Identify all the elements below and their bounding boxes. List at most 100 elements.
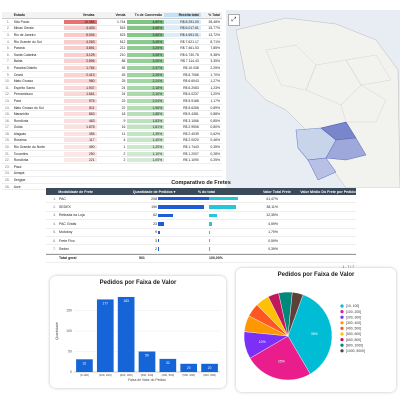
- table-row[interactable]: 2. Minas Gerais 4.403 515 4,68% R$ 6.017.61 15…: [2, 26, 222, 33]
- row-index: 3.: [6, 32, 10, 37]
- table-row[interactable]: 13. Pará 975 23 2,04% R$ 5.9188 1,17%: [2, 98, 222, 105]
- freight-qty-bar: [158, 196, 209, 201]
- table-row[interactable]: 4. PAC Grátis 23 4,59%: [46, 220, 356, 229]
- freight-qty-cell: 190: [139, 205, 209, 209]
- freight-mode: PAC: [59, 196, 66, 201]
- row-index: 5.: [6, 46, 10, 51]
- header-orders[interactable]: Vendas: [82, 13, 95, 17]
- table-row[interactable]: 18. Alagoas 355 11 1,39% R$ 2.4039 0,62%: [2, 131, 222, 138]
- sales-value: 210: [119, 52, 126, 57]
- table-row[interactable]: 2. SEDEX 190 38,11%: [46, 203, 356, 212]
- conversion-value: 1,10%: [127, 151, 165, 156]
- row-index: 19.: [4, 138, 10, 143]
- freight-qty-value: 62: [153, 213, 157, 218]
- header-conversion[interactable]: Tx de Conversão: [134, 13, 163, 17]
- row-index: 22.: [4, 158, 10, 163]
- freight-pager[interactable]: 1 - 7 / 7: [343, 265, 355, 269]
- state-name: Roraima: [13, 138, 27, 143]
- row-index: 13.: [4, 98, 10, 103]
- table-row[interactable]: 17. Goiás 1.878 16 1,81% R$ 2.9906 0,80%: [2, 125, 222, 132]
- sales-value: 16: [121, 125, 126, 130]
- freight-pct-value: 1,79%: [268, 230, 278, 235]
- legend-label: [500, 600]: [346, 332, 361, 336]
- freight-value: R$ 1.7443: [183, 145, 199, 150]
- freight-header-total[interactable]: Valor Total Frete: [262, 189, 291, 194]
- table-row[interactable]: 24. Amapá: [2, 171, 222, 178]
- orders-value: 1.878: [63, 125, 97, 130]
- sales-value: 1.744: [116, 19, 126, 24]
- row-index: 16.: [4, 118, 10, 123]
- header-freight[interactable]: Receita total: [164, 13, 201, 17]
- freight-header-pct[interactable]: % do total: [197, 189, 216, 194]
- table-row[interactable]: 9. Ceará 2.413 45 2,28% R$ 6.7068 1,70%: [2, 72, 222, 79]
- table-row[interactable]: 7. Bahia 2.896 88 3,05% R$ 7.114.43 3,35%: [2, 59, 222, 66]
- table-row[interactable]: 25. Sergipe: [2, 177, 222, 184]
- table-row[interactable]: 15. Maranhão 863 18 1,88% R$ 5.4381 0,88%: [2, 111, 222, 118]
- orders-value: 5.004: [63, 32, 97, 37]
- brazil-map[interactable]: [226, 10, 400, 188]
- table-row[interactable]: 4. Rio Grande do Sul 4.263 512 3,45% R$ 7.621…: [2, 39, 222, 46]
- table-row[interactable]: 6. Santa Catarina 3.125 210 3,08% R$ 6.730.76…: [2, 52, 222, 59]
- table-row[interactable]: 5. Motoboy 9 1,79%: [46, 229, 356, 237]
- conversion-value: 3,05%: [127, 59, 165, 64]
- state-name: Paraíba Distrito: [13, 65, 38, 70]
- bar-chart: 0 50 100 150 31 [0-100] 177 [100, 200] 183 [200, …: [55, 296, 220, 382]
- table-row[interactable]: 22. Rondônia 221 2 1,00% R$ 1.1090 0,25%: [2, 157, 222, 165]
- table-row[interactable]: 11. Espírito Santo 1.937 24 2,18% R$ 6.2083 1,…: [2, 85, 222, 92]
- table-row[interactable]: 1. PAC 208 41,47%: [46, 195, 356, 204]
- sales-value: 22: [121, 105, 126, 110]
- table-row[interactable]: 12. Pernambuco 1.661 24 2,10% R$ 6.0237 1,20%: [2, 92, 222, 99]
- row-index: 7.: [53, 247, 56, 252]
- orders-value: 1.661: [63, 92, 97, 97]
- conversion-value: 1,88%: [127, 112, 165, 117]
- table-row[interactable]: 3. Rio de Janeiro 5.004 523 3,56% R$ 4.691.01…: [2, 32, 222, 39]
- legend-swatch: [340, 326, 344, 330]
- table-row[interactable]: 14. Mato Grosso do Sul 811 22 1,96% R$ 5.6268…: [2, 105, 222, 112]
- header-pct[interactable]: % Total: [208, 13, 220, 17]
- x-tick-label: [300, 400]: [141, 373, 154, 377]
- legend-swatch: [340, 310, 344, 314]
- state-name: Acre: [13, 184, 21, 189]
- table-row[interactable]: 5. Paraná 3.891 212 3,25% R$ 7.461.53 7,85%: [2, 45, 222, 52]
- freight-pct-cell: 4,59%: [209, 222, 279, 226]
- row-index: 20.: [4, 145, 10, 150]
- freight-value: R$ 4.691.01: [164, 32, 201, 37]
- pie-slice: [287, 294, 333, 375]
- state-name: Alagoas: [13, 131, 26, 136]
- table-row[interactable]: 21. Tocantins 250 2 1,10% R$ 1.2007 0,28%: [2, 151, 222, 158]
- table-row[interactable]: 23. Piauí: [2, 164, 222, 171]
- legend-swatch: [340, 338, 344, 342]
- table-row[interactable]: 6. Frete Fixo 3 0,59%: [46, 237, 356, 246]
- state-name: Goiás: [13, 125, 23, 130]
- pct-value: 1,27%: [210, 79, 220, 84]
- header-state[interactable]: Estado: [13, 13, 26, 17]
- orders-value: 2.413: [63, 72, 97, 77]
- orders-value: 250: [63, 151, 97, 156]
- expand-icon[interactable]: ⤢: [228, 14, 240, 26]
- table-row[interactable]: 3. Retirada na Loja 62 12,35%: [46, 212, 356, 221]
- sales-value: 2: [123, 151, 126, 156]
- table-row[interactable]: 1. São Paulo 15.984 1.744 4,80% R$ 8.291.00 28…: [2, 19, 222, 26]
- table-row[interactable]: 10. Mato Grosso 980 25 2,24% R$ 6.6043 1,27%: [2, 78, 222, 85]
- sales-value: 512: [119, 39, 126, 44]
- freight-body: 1. PAC 208 41,47% 2. SEDEX 190 38,11% 3. Retirada…: [46, 195, 356, 254]
- table-row[interactable]: 8. Paraíba Distrito 1.784 55 2,37% R$ 10.038 2…: [2, 65, 222, 72]
- freight-mode: Frete Fixo: [59, 238, 75, 243]
- pct-value: 3,35%: [210, 59, 220, 64]
- orders-value: 4.263: [63, 39, 97, 44]
- legend-swatch: [340, 304, 344, 308]
- header-sales[interactable]: Venda: [115, 13, 126, 17]
- table-row[interactable]: 19. Roraima 117 4 1,40% R$ 2.0020 0,46%: [2, 138, 222, 145]
- freight-header-qty[interactable]: Quantidade de Pedidos ▾: [132, 189, 176, 194]
- table-row[interactable]: 20. Rio Grande do Norte 490 1 1,20% R$ 1.7443…: [2, 144, 222, 151]
- x-tick-label: [100, 200]: [99, 373, 112, 377]
- x-tick-label: [400, 500]: [162, 373, 175, 377]
- table-row[interactable]: 16. Rondônia 463 9 1,83% R$ 3.1066 0,85%: [2, 118, 222, 125]
- row-index: 9.: [6, 72, 10, 77]
- conversion-value: 2,18%: [127, 85, 165, 90]
- freight-header-mode[interactable]: Modalidade de Frete: [58, 189, 94, 194]
- freight-value: R$ 7.461.53: [180, 46, 199, 51]
- freight-header-avg[interactable]: Valor Médio Do Frete por Pedido: [300, 189, 356, 194]
- row-index: 10.: [4, 79, 10, 84]
- table-row[interactable]: 7. Sedex 2 0,39%: [46, 245, 356, 254]
